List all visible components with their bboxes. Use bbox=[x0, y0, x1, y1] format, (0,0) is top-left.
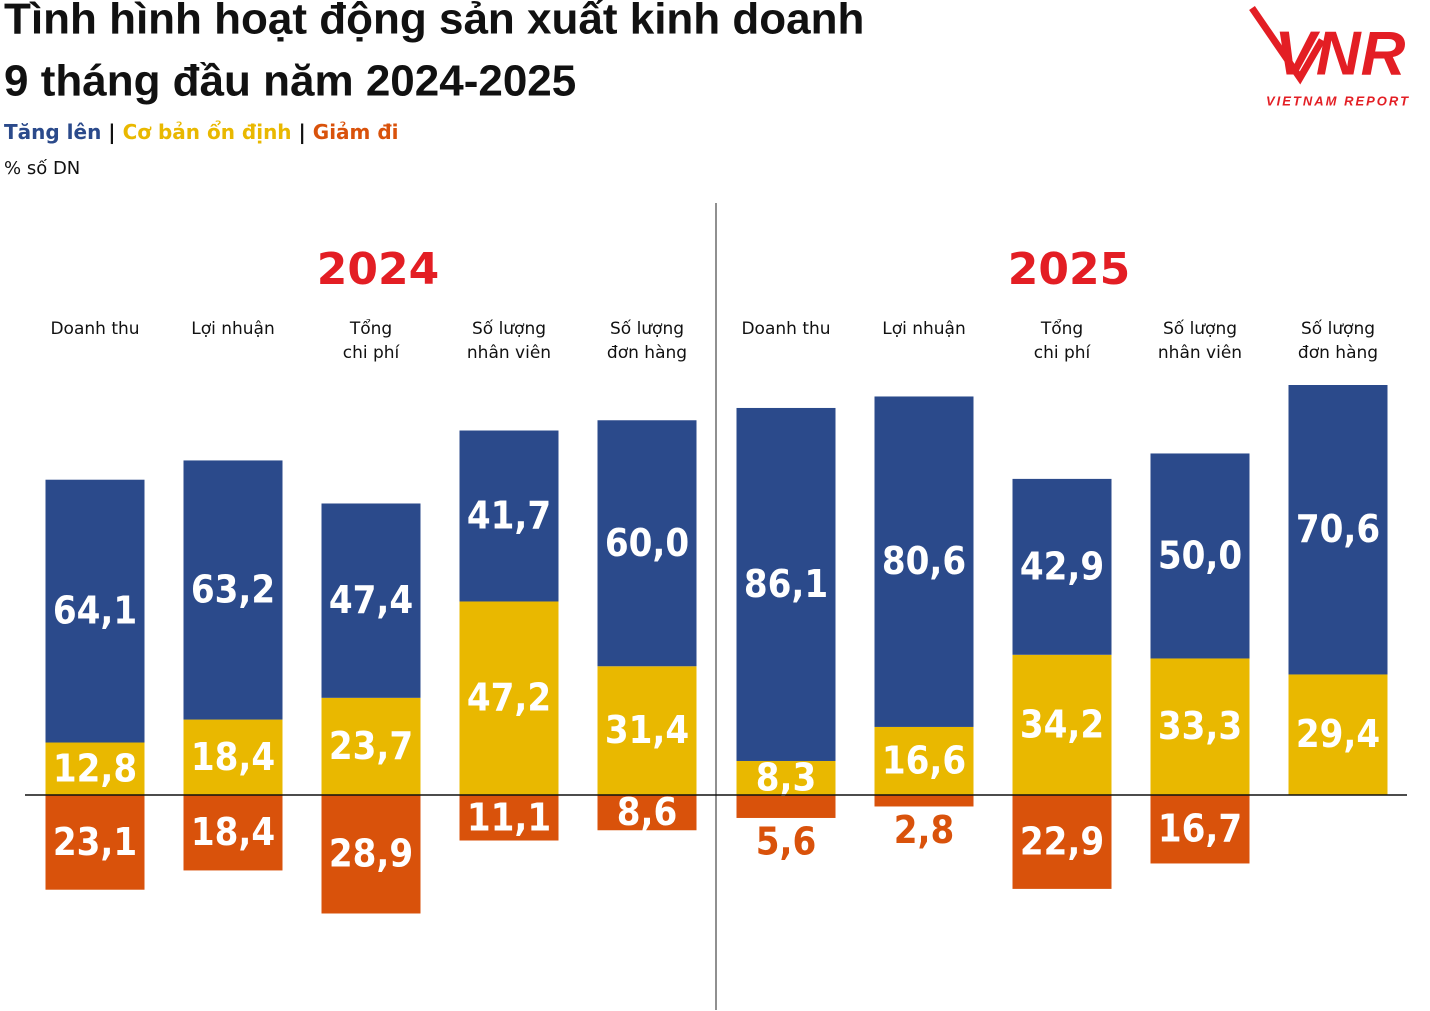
logo-stroke bbox=[1249, 6, 1326, 85]
value-label: 23,7 bbox=[329, 724, 413, 768]
value-label: 33,3 bbox=[1158, 704, 1242, 748]
bar-segment bbox=[736, 760, 836, 795]
bar-segment bbox=[321, 795, 421, 914]
bar-segment bbox=[874, 396, 974, 727]
value-label: 80,6 bbox=[882, 539, 966, 583]
value-label: 86,1 bbox=[744, 562, 828, 606]
bar-segment bbox=[183, 719, 283, 795]
category-label: Doanh thu bbox=[741, 319, 830, 339]
bar-segment bbox=[1012, 478, 1112, 655]
value-label: 28,9 bbox=[329, 832, 413, 876]
value-label: 8,6 bbox=[617, 790, 678, 834]
bar-segment bbox=[736, 795, 836, 818]
category-label: đơn hàng bbox=[607, 343, 687, 363]
panel-title: 2024 bbox=[317, 244, 439, 295]
legend: Tăng lên | Cơ bản ổn định | Giảm đi bbox=[4, 120, 399, 144]
value-label: 5,6 bbox=[756, 819, 817, 863]
value-label: 29,4 bbox=[1296, 712, 1380, 756]
unit-label: % số DN bbox=[4, 158, 80, 179]
bar-segment bbox=[597, 795, 697, 831]
bar-segment bbox=[45, 742, 145, 795]
legend-entry: Tăng lên bbox=[4, 120, 101, 144]
bar-segment bbox=[1150, 658, 1250, 795]
value-label: 18,4 bbox=[191, 810, 275, 854]
value-label: 63,2 bbox=[191, 568, 275, 612]
value-label: 34,2 bbox=[1020, 702, 1104, 746]
legend-entry: Cơ bản ổn định bbox=[123, 120, 292, 144]
value-label: 16,7 bbox=[1158, 807, 1242, 851]
value-label: 60,0 bbox=[605, 521, 689, 565]
category-label: Số lượng bbox=[472, 318, 546, 339]
category-label: Tổng bbox=[1040, 318, 1083, 339]
category-label: Số lượng bbox=[1301, 318, 1375, 339]
bar-segment bbox=[1150, 453, 1250, 659]
value-label: 64,1 bbox=[53, 589, 137, 633]
value-label: 70,6 bbox=[1296, 507, 1380, 551]
category-label: Lợi nhuận bbox=[191, 319, 275, 339]
logo-text: VIETNAM REPORT bbox=[1266, 93, 1410, 108]
category-label: Số lượng bbox=[610, 318, 684, 339]
bar-segment bbox=[597, 666, 697, 795]
value-label: 2,8 bbox=[894, 808, 955, 852]
bar-segment bbox=[45, 479, 145, 743]
bar-segment bbox=[183, 460, 283, 720]
value-label: 8,3 bbox=[756, 755, 817, 799]
value-label: 41,7 bbox=[467, 493, 551, 537]
title-line: 9 tháng đầu năm 2024-2025 bbox=[4, 57, 576, 106]
bar-segment bbox=[736, 407, 836, 761]
bar-segment bbox=[597, 420, 697, 667]
bar-segment bbox=[459, 795, 559, 841]
category-label: nhân viên bbox=[467, 343, 551, 363]
logo-mark: VNR bbox=[1275, 19, 1406, 88]
bar-segment bbox=[45, 795, 145, 890]
bar-segment bbox=[1012, 654, 1112, 795]
panel-title: 2025 bbox=[1008, 244, 1130, 295]
bar-segment bbox=[874, 795, 974, 807]
bar-segment bbox=[874, 726, 974, 795]
category-label: Số lượng bbox=[1163, 318, 1237, 339]
category-label: Doanh thu bbox=[50, 319, 139, 339]
value-label: 23,1 bbox=[53, 820, 137, 864]
category-label: Lợi nhuận bbox=[882, 319, 966, 339]
title-line: Tình hình hoạt động sản xuất kinh doanh bbox=[4, 0, 864, 44]
bar-segment bbox=[1012, 795, 1112, 889]
value-label: 11,1 bbox=[467, 795, 551, 839]
category-label: nhân viên bbox=[1158, 343, 1242, 363]
bar-segment bbox=[321, 503, 421, 698]
value-label: 12,8 bbox=[53, 746, 137, 790]
value-label: 31,4 bbox=[605, 708, 689, 752]
value-label: 42,9 bbox=[1020, 544, 1104, 588]
value-label: 16,6 bbox=[882, 738, 966, 782]
bar-segment bbox=[459, 601, 559, 795]
category-label: Tổng bbox=[349, 318, 392, 339]
bar-segment bbox=[1288, 385, 1388, 675]
value-label: 50,0 bbox=[1158, 533, 1242, 577]
value-label: 47,2 bbox=[467, 676, 551, 720]
legend-entry: Giảm đi bbox=[313, 120, 399, 144]
bar-segment bbox=[1150, 795, 1250, 864]
value-label: 22,9 bbox=[1020, 819, 1104, 863]
bar-segment bbox=[459, 430, 559, 602]
value-label: 18,4 bbox=[191, 735, 275, 779]
category-label: đơn hàng bbox=[1298, 343, 1378, 363]
bar-segment bbox=[321, 697, 421, 795]
bar-segment bbox=[1288, 674, 1388, 795]
value-label: 47,4 bbox=[329, 578, 413, 622]
category-label: chi phí bbox=[1034, 343, 1092, 363]
category-label: chi phí bbox=[343, 343, 401, 363]
bar-segment bbox=[183, 795, 283, 871]
logo: VNR VIETNAM REPORT bbox=[1249, 6, 1410, 108]
